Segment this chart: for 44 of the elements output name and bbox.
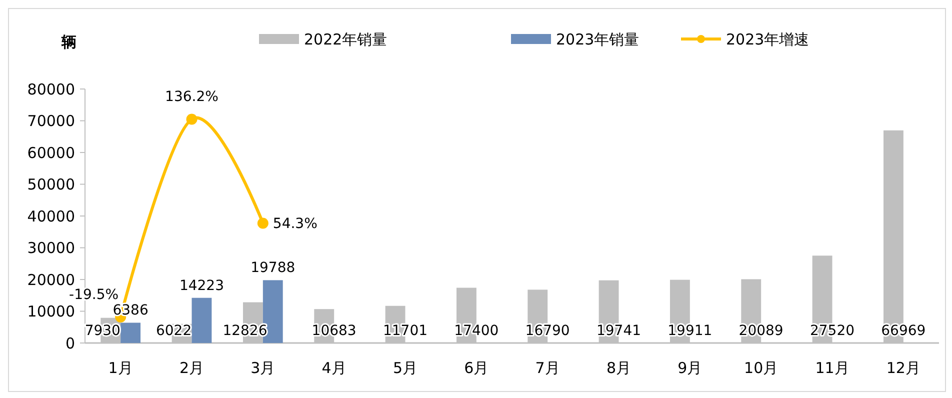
data-label: 17400 bbox=[454, 323, 499, 339]
y-axis-title: 辆 bbox=[60, 33, 76, 51]
x-tick-label: 3月 bbox=[250, 359, 276, 377]
y-tick-label: 10000 bbox=[27, 302, 75, 320]
x-tick-label: 7月 bbox=[535, 359, 560, 377]
data-label: 19741 bbox=[596, 323, 642, 339]
data-label: 20089 bbox=[738, 323, 784, 339]
x-tick-label: 10月 bbox=[744, 359, 778, 377]
data-label: 136.2% bbox=[165, 89, 218, 106]
data-label: 6022 bbox=[156, 323, 192, 339]
legend-label: 2023年销量 bbox=[556, 30, 640, 48]
data-label: 7930 bbox=[84, 323, 120, 339]
data-label: 11701 bbox=[382, 323, 428, 339]
data-label: 12826 bbox=[222, 323, 268, 339]
y-tick-label: 80000 bbox=[27, 80, 75, 98]
y-tick-label: 70000 bbox=[27, 112, 75, 130]
y-tick-label: 50000 bbox=[27, 176, 75, 194]
x-tick-label: 1月 bbox=[108, 359, 133, 377]
x-tick-label: 11月 bbox=[815, 359, 850, 377]
data-label: 54.3% bbox=[272, 216, 318, 232]
data-label: 27520 bbox=[810, 323, 855, 339]
x-tick-label: 8月 bbox=[606, 359, 632, 377]
data-label: 16790 bbox=[525, 323, 570, 339]
x-tick-label: 9月 bbox=[678, 359, 702, 377]
data-label: 19911 bbox=[668, 323, 712, 339]
y-tick-label: 60000 bbox=[27, 144, 75, 162]
data-label: 66969 bbox=[881, 323, 926, 339]
y-tick-label: 0 bbox=[65, 334, 75, 352]
data-label: 14223 bbox=[179, 278, 224, 294]
y-tick-label: 20000 bbox=[27, 270, 75, 289]
data-label: -19.5% bbox=[69, 286, 119, 303]
x-tick-label: 6月 bbox=[464, 359, 489, 377]
data-label: 19788 bbox=[250, 260, 296, 276]
y-tick-label: 30000 bbox=[27, 239, 75, 257]
data-label: 10683 bbox=[312, 323, 356, 339]
bar bbox=[120, 322, 141, 343]
x-tick-label: 5月 bbox=[392, 359, 418, 377]
x-tick-label: 12月 bbox=[886, 359, 920, 377]
y-tick-label: 40000 bbox=[27, 207, 75, 226]
legend-label: 2022年销量 bbox=[304, 30, 388, 48]
x-tick-label: 4月 bbox=[322, 359, 346, 377]
legend-label: 2023年增速 bbox=[726, 30, 810, 48]
x-tick-label: 2月 bbox=[179, 359, 204, 377]
bar bbox=[192, 298, 212, 343]
